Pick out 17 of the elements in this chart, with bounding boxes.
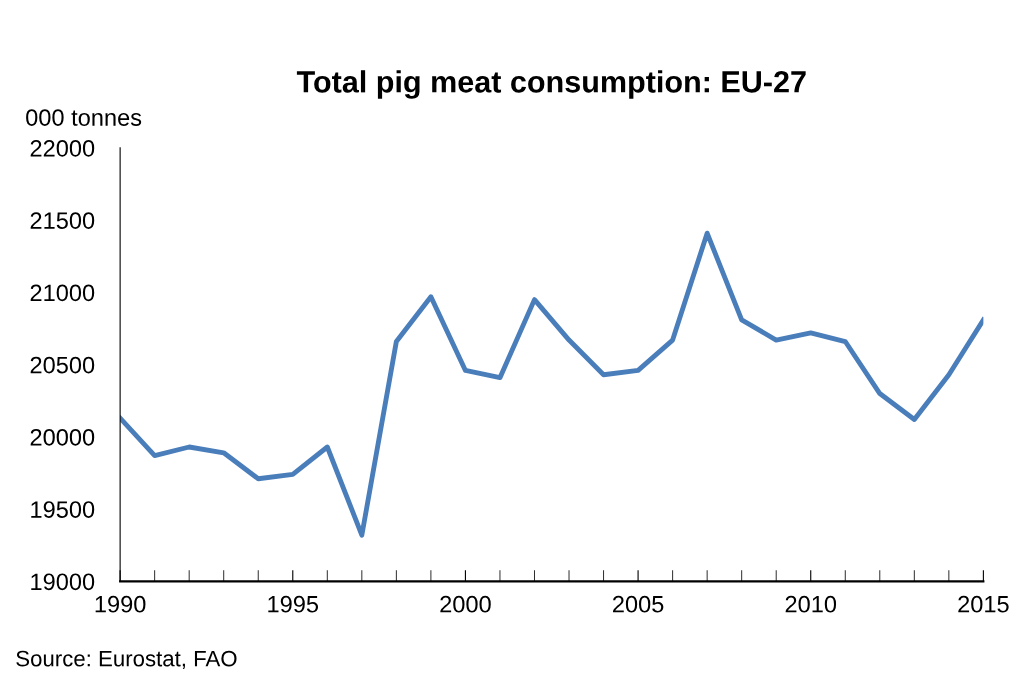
- y-tick-label: 19500: [31, 501, 95, 518]
- x-tick-label: 2005: [613, 595, 664, 613]
- x-tick-label: 2010: [785, 595, 837, 613]
- y-tick-label: 19000: [31, 573, 95, 591]
- y-tick-label: 20500: [30, 356, 95, 374]
- x-tick-label: 2000: [440, 595, 491, 613]
- line-series: [120, 230, 984, 538]
- chart-title: Total pig meat consumption: EU-27: [296, 70, 806, 99]
- y-tick-label: 21500: [30, 212, 95, 229]
- x-tick-label: 1995: [268, 595, 319, 613]
- y-tick-label: 21000: [30, 284, 95, 302]
- y-axis-title: 000 tonnes: [26, 109, 142, 126]
- x-tick-label: 2015: [958, 595, 1009, 613]
- y-tick-label: 22000: [30, 139, 95, 157]
- y-tick-label: 20000: [30, 428, 95, 446]
- source-note: Source: Eurostat, FAO: [16, 650, 237, 670]
- x-tick-label: 1990: [95, 595, 146, 613]
